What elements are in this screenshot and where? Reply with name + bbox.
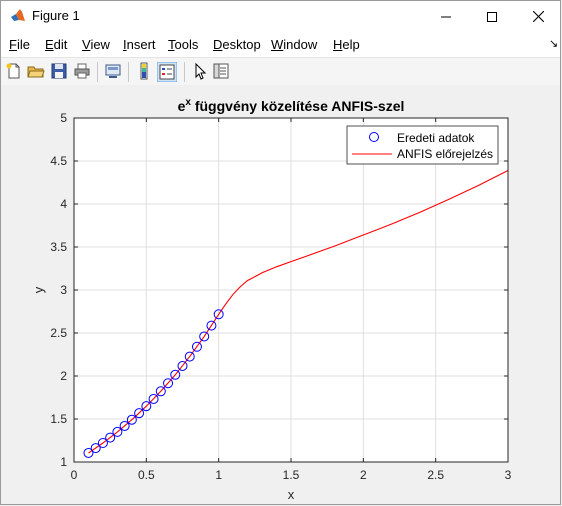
data-point-eredeti — [141, 401, 152, 412]
matlab-logo-icon — [10, 8, 26, 24]
menu-file[interactable]: File — [9, 37, 30, 52]
toolbar-separator — [97, 62, 98, 82]
menu-view[interactable]: View — [82, 37, 110, 52]
window-title: Figure 1 — [32, 8, 80, 23]
data-point-eredeti — [199, 331, 210, 342]
print-icon[interactable] — [73, 62, 91, 80]
series-group — [83, 170, 509, 458]
property-inspector-icon[interactable] — [212, 62, 230, 80]
chart-area: 0 0.5 1 1.5 2 2.5 3 1 1.5 2 2.5 3 3.5 4 4.5 5 ex függvé… — [31, 97, 512, 502]
new-figure-icon[interactable] — [5, 62, 23, 80]
minimize-icon — [441, 16, 451, 17]
y-tick-label: 1 — [60, 455, 67, 469]
close-icon — [532, 11, 544, 22]
menu-bar: File Edit View Insert Tools Desktop Wind… — [1, 32, 560, 57]
legend-label-anfis: ANFIS előrejelzés — [397, 147, 493, 161]
data-point-eredeti — [83, 447, 94, 458]
menu-desktop[interactable]: Desktop — [213, 37, 261, 52]
y-axis-label: y — [31, 286, 46, 293]
data-point-eredeti — [213, 309, 224, 320]
legend-label-eredeti-adatok: Eredeti adatok — [397, 131, 475, 145]
maximize-button[interactable] — [469, 1, 515, 32]
data-point-eredeti — [191, 341, 202, 352]
data-point-eredeti — [170, 369, 181, 380]
toolbar-separator — [128, 62, 129, 82]
data-point-eredeti — [184, 351, 195, 362]
figure-canvas: 0 0.5 1 1.5 2 2.5 3 1 1.5 2 2.5 3 3.5 4 4.5 5 ex függvé… — [1, 85, 560, 504]
save-icon[interactable] — [50, 62, 68, 80]
data-point-eredeti — [90, 443, 101, 454]
data-point-eredeti — [148, 393, 159, 404]
data-point-eredeti — [155, 386, 166, 397]
series-line-anfis — [88, 170, 509, 454]
x-tick-label: 0.5 — [138, 468, 155, 482]
x-tick-label: 1 — [215, 468, 222, 482]
x-tick-label: 3 — [505, 468, 512, 482]
legend-box — [346, 125, 499, 165]
data-point-eredeti — [206, 320, 217, 331]
data-point-eredeti — [97, 437, 108, 448]
x-tick-label: 2 — [360, 468, 367, 482]
title-bar: Figure 1 — [1, 1, 560, 32]
toolbar-separator — [184, 62, 185, 82]
x-axis-label: x — [288, 487, 295, 502]
x-tick-label: 2.5 — [427, 468, 444, 482]
data-point-eredeti — [126, 414, 137, 425]
legend-icon[interactable] — [157, 62, 177, 82]
menu-dock-arrow-icon[interactable]: ↘ — [549, 38, 559, 50]
data-point-eredeti — [112, 426, 123, 437]
y-tick-label: 2.5 — [50, 326, 67, 340]
data-point-eredeti — [105, 432, 116, 443]
menu-insert[interactable]: Insert — [123, 37, 156, 52]
chart-title: ex függvény közelítése ANFIS-szel — [178, 97, 405, 114]
y-tick-label: 4.5 — [50, 154, 67, 168]
maximize-icon — [487, 11, 497, 22]
figure-toolbar — [1, 57, 560, 86]
y-tick-label: 1.5 — [50, 412, 67, 426]
close-button[interactable] — [515, 1, 560, 32]
data-point-eredeti — [177, 360, 188, 371]
x-tick-label: 0 — [71, 468, 78, 482]
colorbar-icon[interactable] — [135, 62, 153, 80]
minimize-button[interactable] — [423, 1, 469, 32]
legend[interactable]: Eredeti adatok ANFIS előrejelzés — [346, 125, 499, 165]
menu-window[interactable]: Window — [271, 37, 318, 52]
ticks: 0 0.5 1 1.5 2 2.5 3 1 1.5 2 2.5 3 3.5 4 4.5 5 — [50, 111, 511, 482]
y-tick-label: 2 — [60, 369, 67, 383]
data-point-eredeti — [119, 420, 130, 431]
legend-marker-eredeti-adatok — [369, 132, 379, 142]
menu-tools[interactable]: Tools — [168, 37, 199, 52]
x-tick-label: 1.5 — [283, 468, 300, 482]
link-figure-icon[interactable] — [104, 62, 122, 80]
pointer-icon[interactable] — [191, 62, 209, 80]
y-tick-label: 5 — [60, 111, 67, 125]
open-file-icon[interactable] — [27, 62, 45, 80]
y-tick-label: 3.5 — [50, 240, 67, 254]
data-point-eredeti — [163, 378, 174, 389]
data-point-eredeti — [134, 408, 145, 419]
y-tick-label: 4 — [60, 197, 67, 211]
y-tick-label: 3 — [60, 283, 67, 297]
menu-help[interactable]: Help — [333, 37, 360, 52]
menu-edit[interactable]: Edit — [45, 37, 68, 52]
